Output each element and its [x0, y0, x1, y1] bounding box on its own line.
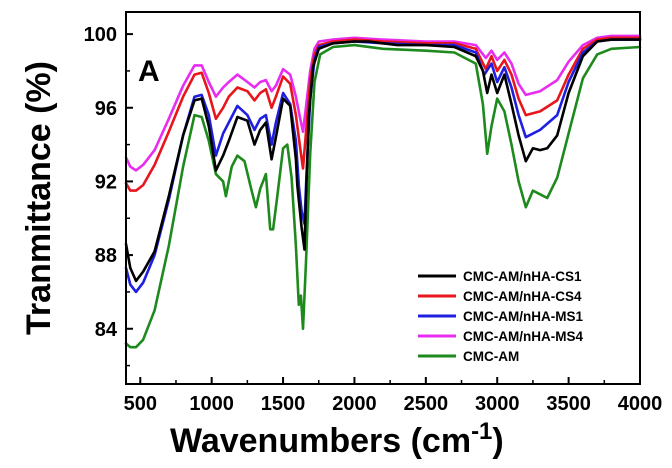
y-tick-label: 88	[95, 245, 117, 267]
ticks-layer: 500 1000 1500 2000 2500 3000 3500 4000 84 88 92 96 1…	[84, 24, 663, 415]
legend: CMC-AM/nHA-CS1 CMC-AM/nHA-CS4 CMC-AM/nHA-M…	[418, 269, 583, 364]
series-layer	[124, 34, 642, 349]
x-axis-title-main: Wavenumbers (cm	[170, 422, 471, 460]
x-tick-label: 1500	[261, 393, 306, 415]
plot-frame	[125, 11, 641, 385]
series-line-cmc-am-nha-cs4	[124, 36, 642, 192]
x-tick-label: 3500	[546, 393, 591, 415]
legend-label: CMC-AM/nHA-CS1	[463, 269, 582, 284]
x-tick-label: 1000	[189, 393, 234, 415]
x-tick-label: 4000	[618, 393, 663, 415]
series-line-cmc-am-nha-ms4	[124, 34, 642, 172]
x-tick-label: 3000	[475, 393, 520, 415]
y-tick-label: 100	[84, 24, 117, 46]
x-axis-title-sup: -1	[471, 418, 492, 445]
series-line-cmc-am	[124, 43, 642, 349]
x-axis-title-close: )	[492, 422, 503, 460]
y-axis-title: Tranmittance (%)	[20, 61, 58, 335]
panel-label: A	[138, 55, 160, 88]
series-line-cmc-am-nha-cs1	[124, 38, 642, 283]
y-tick-label: 92	[95, 171, 117, 193]
y-tick-label: 96	[95, 98, 117, 120]
axes-layer	[125, 11, 641, 385]
x-tick-label: 500	[124, 393, 157, 415]
legend-label: CMC-AM	[463, 349, 519, 364]
y-tick-label: 84	[95, 319, 118, 341]
legend-label: CMC-AM/nHA-MS1	[463, 309, 583, 324]
x-tick-label: 2500	[404, 393, 449, 415]
x-tick-label: 2000	[332, 393, 377, 415]
legend-label: CMC-AM/nHA-MS4	[463, 329, 583, 344]
x-axis-title: Wavenumbers (cm-1)	[170, 418, 504, 460]
legend-label: CMC-AM/nHA-CS4	[463, 289, 582, 304]
